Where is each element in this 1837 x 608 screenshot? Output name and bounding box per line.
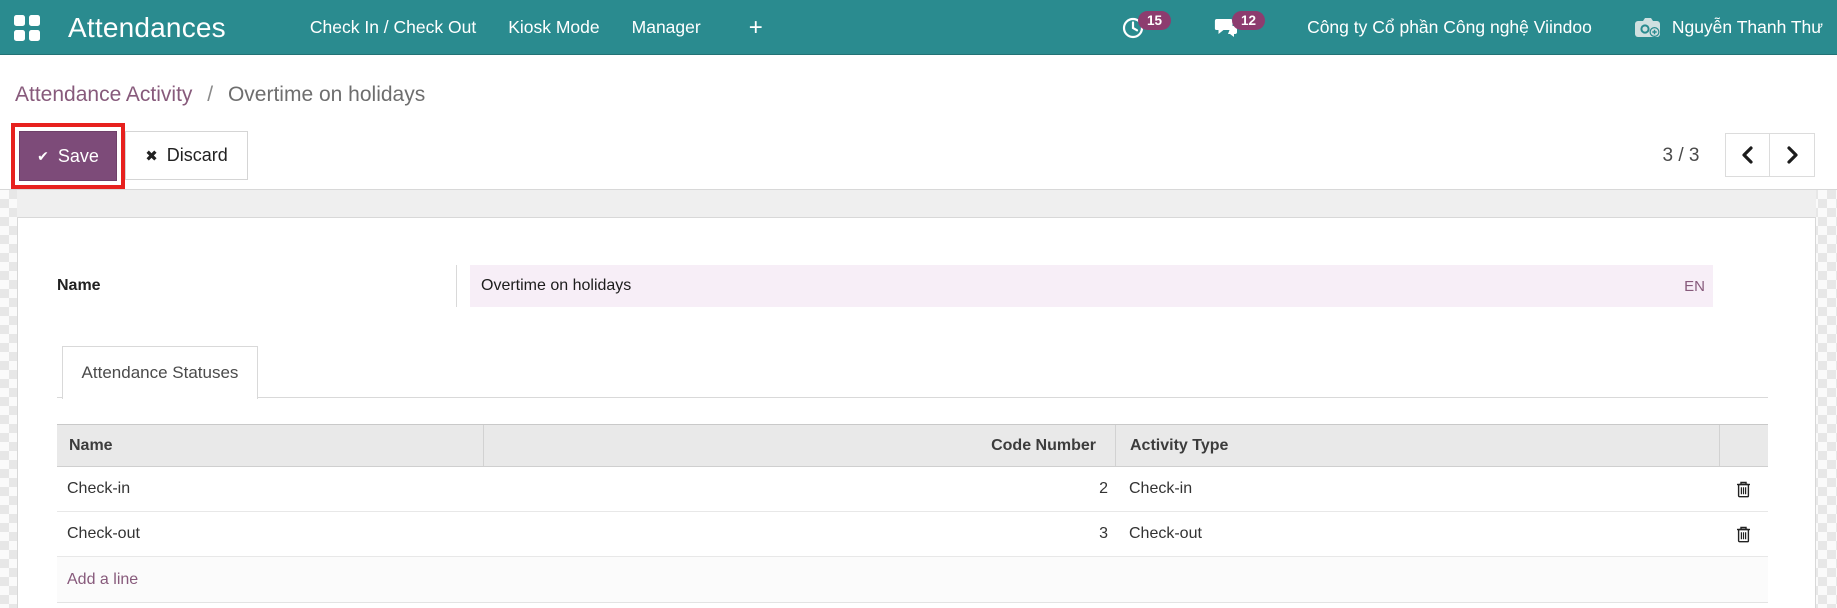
table-row[interactable]: Check-out 3 Check-out	[57, 512, 1768, 557]
table-row[interactable]: Check-in 2 Check-in	[57, 467, 1768, 512]
trash-icon	[1737, 526, 1750, 542]
navbar-menu: Check In / Check Out Kiosk Mode Manager …	[310, 13, 763, 42]
table-header-row: Name Code Number Activity Type	[57, 424, 1768, 467]
translation-language-badge[interactable]: EN	[1684, 277, 1705, 295]
discard-button-label: Discard	[166, 145, 228, 165]
column-header-code-number[interactable]: Code Number	[483, 425, 1115, 466]
chevron-right-icon	[1786, 146, 1798, 164]
content-area: Name Overtime on holidays EN Attendance …	[0, 190, 1837, 608]
cell-name[interactable]: Check-in	[67, 480, 131, 497]
activities-count-badge: 15	[1138, 11, 1172, 30]
menu-manager[interactable]: Manager	[631, 17, 701, 37]
name-label-cell: Name	[57, 265, 457, 307]
notebook-divider	[57, 397, 1768, 398]
name-value: Overtime on holidays	[481, 277, 632, 294]
delete-row-button[interactable]	[1729, 474, 1759, 504]
navbar-systray: 15 12 Công ty Cổ phần Công nghệ Viindoo …	[1121, 11, 1825, 40]
attendance-statuses-table: Name Code Number Activity Type Check-in …	[57, 424, 1768, 603]
breadcrumb-attendance-activity[interactable]: Attendance Activity	[15, 83, 193, 106]
delete-row-button[interactable]	[1729, 519, 1759, 549]
cell-activity-type[interactable]: Check-in	[1129, 480, 1193, 497]
company-switcher[interactable]: Công ty Cổ phần Công nghệ Viindoo	[1307, 17, 1592, 37]
column-header-name[interactable]: Name	[69, 436, 113, 454]
trash-icon	[1737, 481, 1750, 497]
camera-plus-avatar-icon	[1634, 18, 1660, 38]
column-header-delete	[1719, 425, 1768, 466]
name-input[interactable]: Overtime on holidays EN	[470, 265, 1713, 307]
activities-button[interactable]: 15	[1121, 11, 1172, 40]
add-line-row: Add a line	[57, 557, 1768, 603]
user-menu[interactable]: Nguyễn Thanh Thư	[1634, 16, 1825, 39]
breadcrumb: Attendance Activity / Overtime on holida…	[15, 83, 425, 107]
chat-icon	[1214, 18, 1238, 37]
tab-attendance-statuses[interactable]: Attendance Statuses	[62, 346, 258, 399]
save-highlight-box: ✔ Save	[11, 123, 125, 189]
pager	[1725, 133, 1815, 177]
pager-next-button[interactable]	[1770, 133, 1815, 177]
column-header-activity-type[interactable]: Activity Type	[1115, 425, 1719, 466]
cell-code-number[interactable]: 3	[1099, 525, 1108, 542]
chevron-left-icon	[1742, 146, 1753, 164]
plus-icon[interactable]: +	[748, 13, 763, 41]
x-icon: ✖	[145, 147, 158, 165]
app-title: Attendances	[68, 11, 226, 43]
cell-name[interactable]: Check-out	[67, 525, 140, 542]
breadcrumb-current: Overtime on holidays	[227, 83, 426, 106]
cell-activity-type[interactable]: Check-out	[1129, 525, 1202, 542]
save-button-label: Save	[57, 145, 99, 166]
name-field-label: Name	[57, 277, 101, 294]
menu-check-in-check-out[interactable]: Check In / Check Out	[309, 17, 477, 37]
add-a-line-link[interactable]: Add a line	[67, 570, 139, 588]
pager-value: 3 / 3	[1662, 144, 1700, 166]
check-icon: ✔	[37, 147, 49, 164]
control-panel: Attendance Activity / Overtime on holida…	[0, 55, 1837, 190]
top-navbar: Attendances Check In / Check Out Kiosk M…	[0, 0, 1837, 55]
cell-code-number[interactable]: 2	[1099, 480, 1108, 497]
messages-button[interactable]: 12	[1213, 11, 1266, 40]
apps-grid-icon[interactable]	[14, 14, 40, 41]
user-name: Nguyễn Thanh Thư	[1671, 17, 1823, 37]
breadcrumb-separator: /	[207, 83, 214, 106]
menu-kiosk-mode[interactable]: Kiosk Mode	[508, 17, 600, 37]
messages-count-badge: 12	[1232, 11, 1266, 30]
save-button[interactable]: ✔ Save	[19, 131, 117, 181]
pager-previous-button[interactable]	[1725, 133, 1770, 177]
discard-button[interactable]: ✖ Discard	[125, 131, 248, 180]
